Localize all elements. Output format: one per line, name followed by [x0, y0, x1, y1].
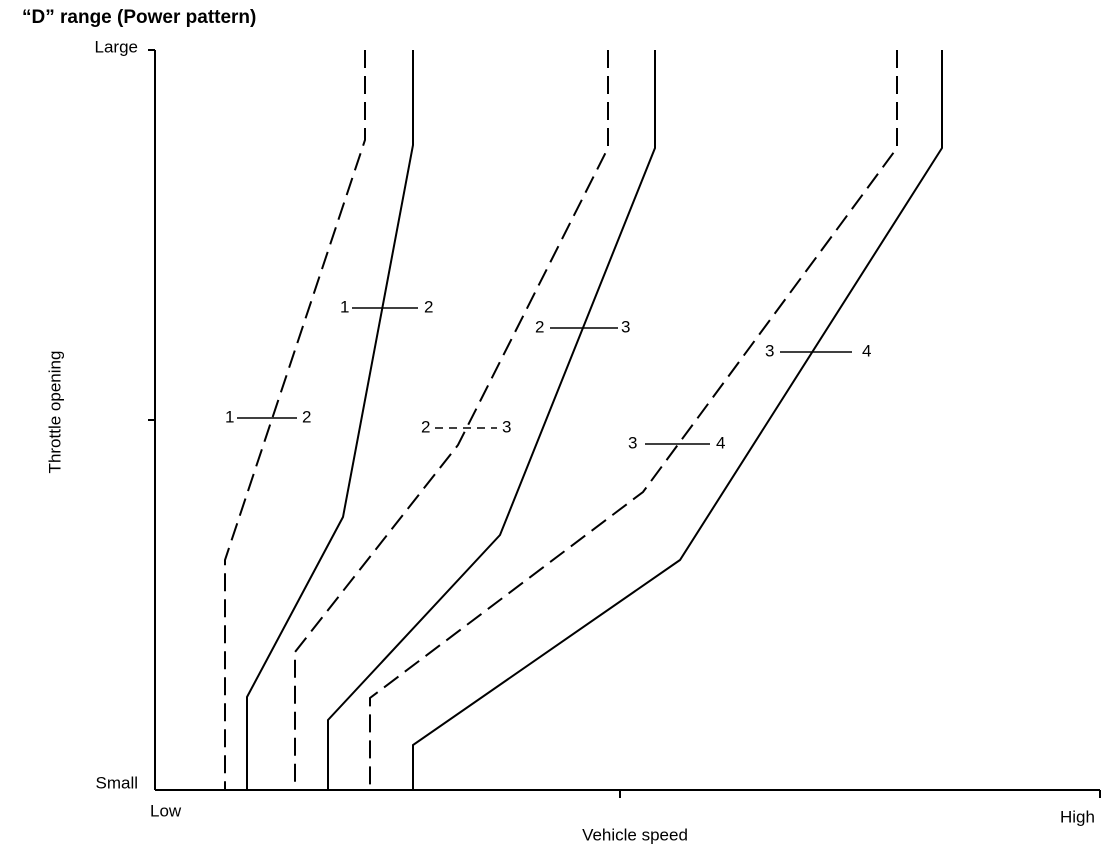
label-to: 3 [621, 317, 630, 336]
x-axis-title: Vehicle speed [582, 825, 688, 844]
label-to: 3 [502, 417, 511, 436]
downshift-2-3 [294, 50, 609, 790]
upshift-1-2 [246, 50, 414, 790]
shift-curves [224, 50, 943, 790]
label-from: 1 [225, 407, 234, 426]
label-from: 2 [421, 417, 430, 436]
downshift-3-4 [369, 50, 898, 790]
x-right-label: High [1060, 807, 1095, 826]
label-from: 2 [535, 317, 544, 336]
label-to: 4 [716, 433, 725, 452]
y-axis-title: Throttle opening [45, 351, 64, 474]
shift-labels: 1 2 1 2 2 3 2 3 3 4 3 4 [225, 297, 871, 452]
label-to: 2 [424, 297, 433, 316]
upshift-2-3 [327, 50, 656, 790]
y-top-label: Large [95, 37, 138, 56]
title: “D” range (Power pattern) [22, 7, 256, 28]
downshift-1-2 [224, 50, 366, 790]
y-bottom-label: Small [95, 773, 138, 792]
label-from: 3 [628, 433, 637, 452]
upshift-3-4 [412, 50, 943, 790]
label-to: 4 [862, 341, 871, 360]
label-to: 2 [302, 407, 311, 426]
label-from: 1 [340, 297, 349, 316]
label-from: 3 [765, 341, 774, 360]
x-left-label: Low [150, 801, 182, 820]
axes [148, 49, 1101, 798]
